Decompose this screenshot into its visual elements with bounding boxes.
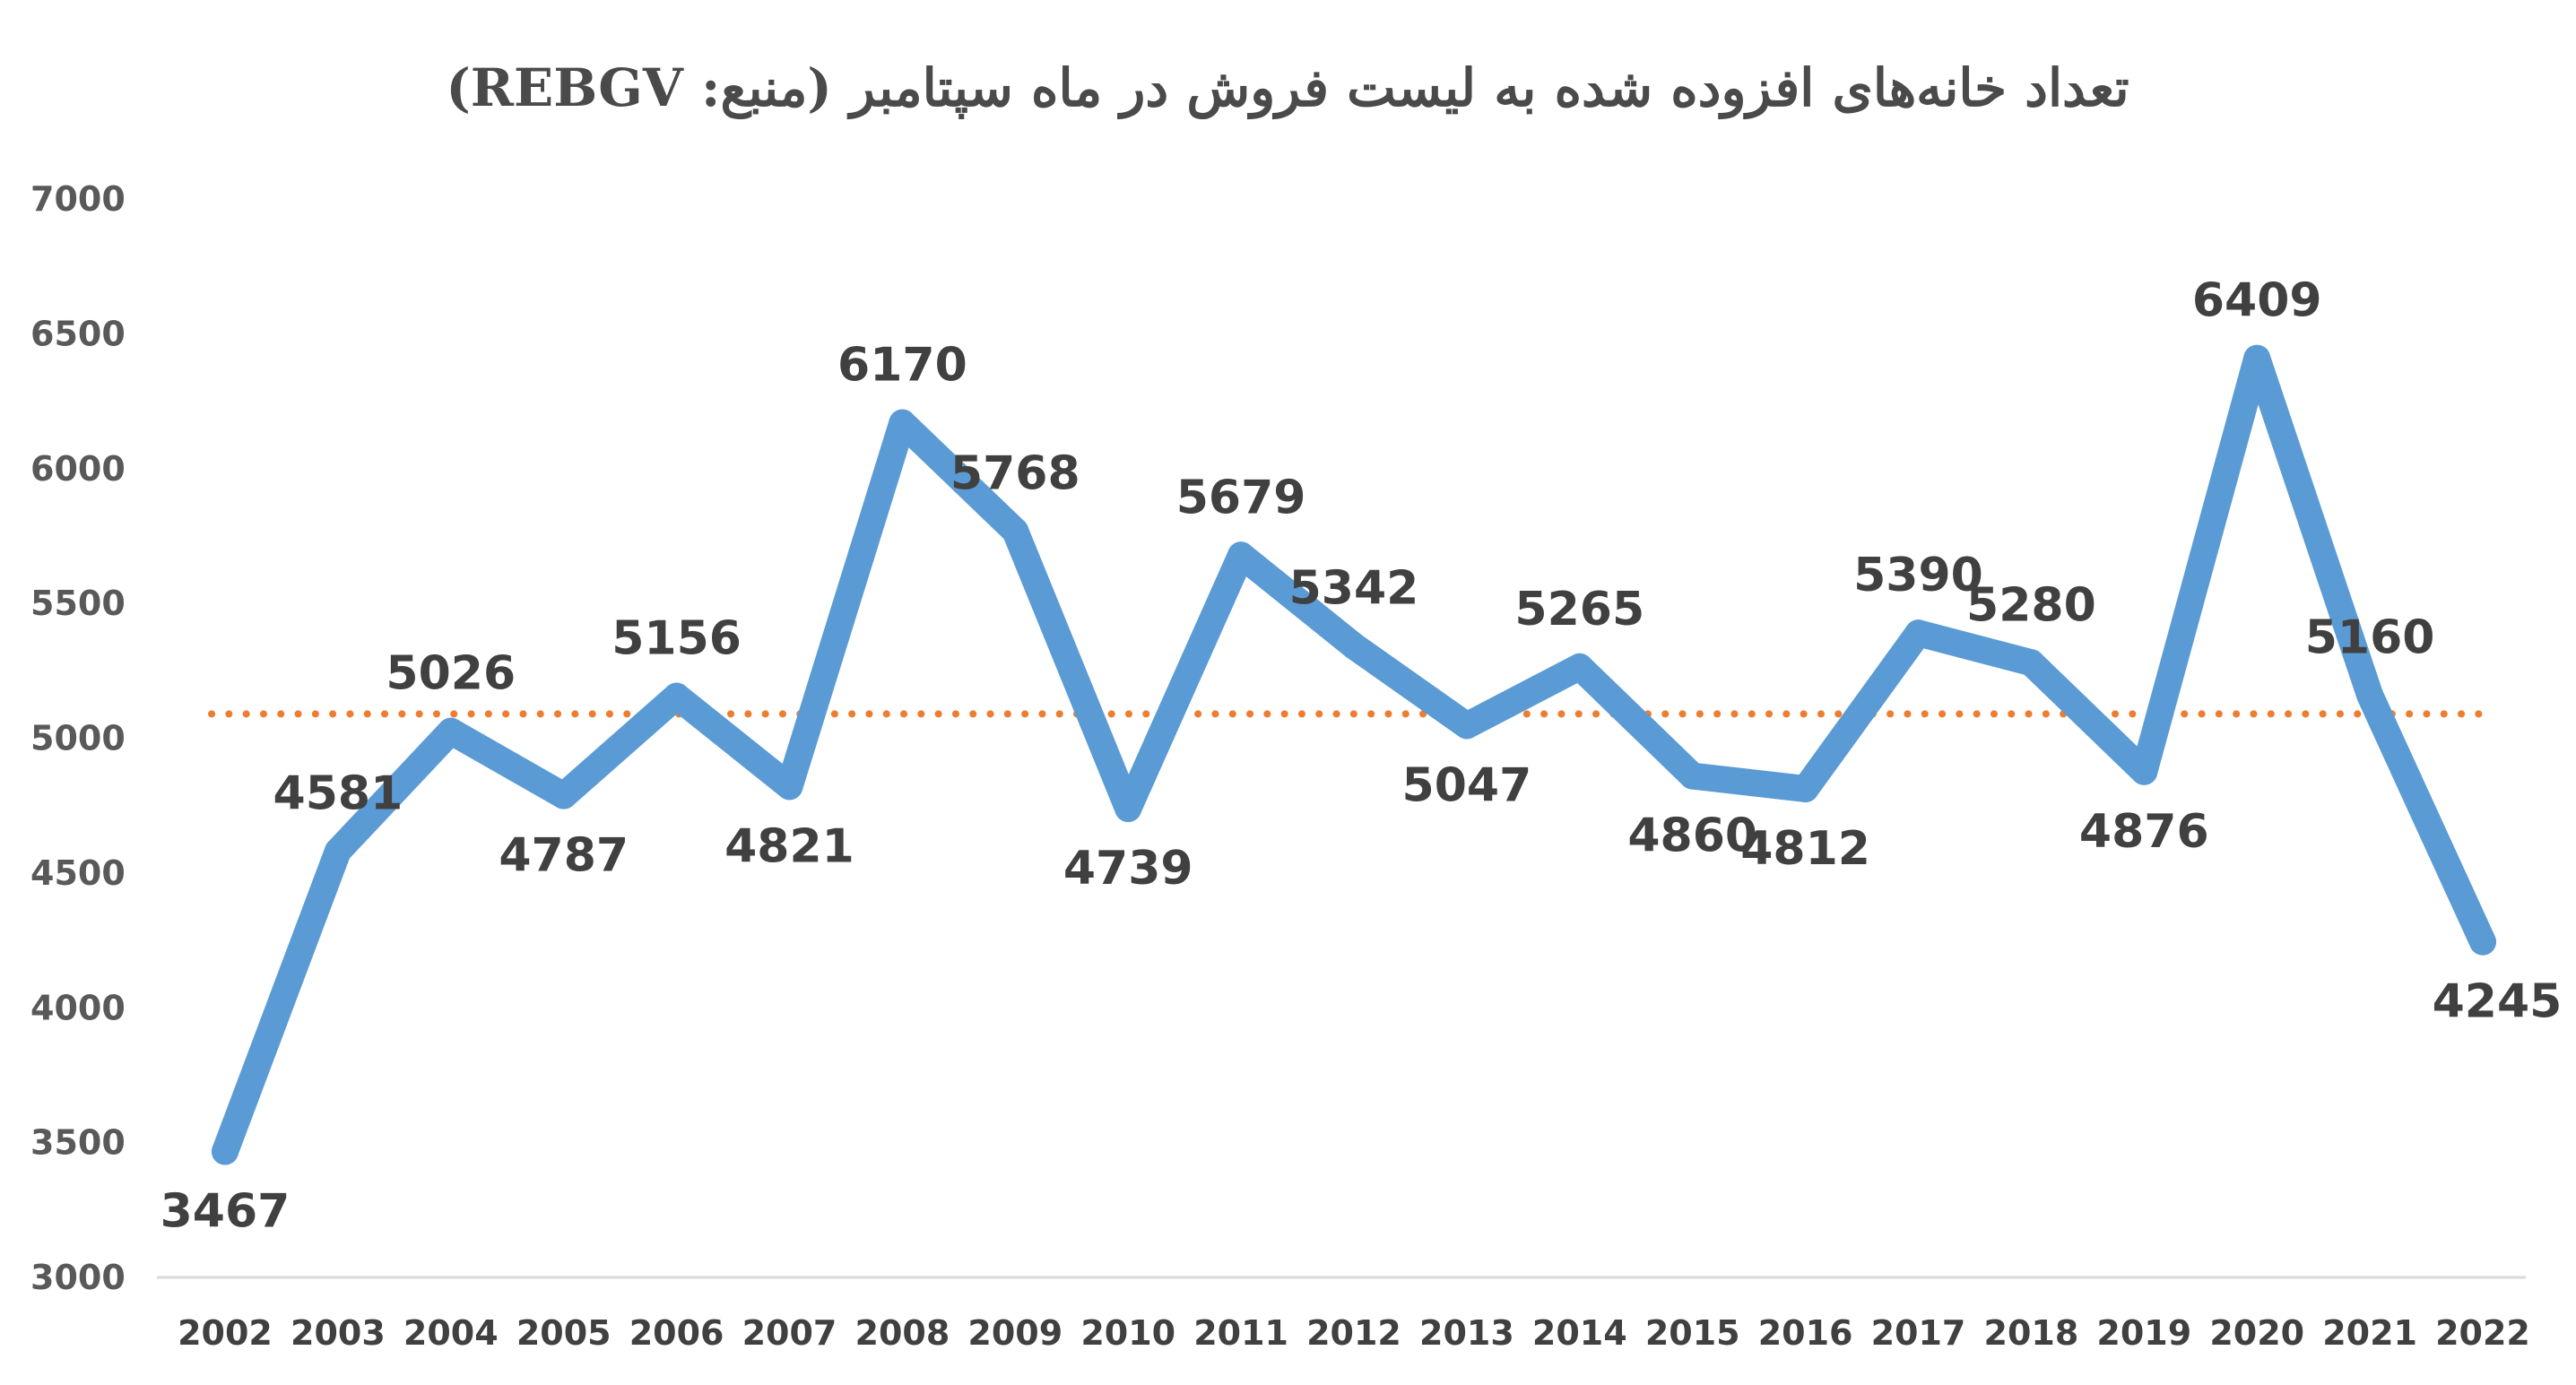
x-tick-label: 2014 <box>1532 1313 1627 1353</box>
data-label: 6409 <box>2192 274 2322 328</box>
data-label: 5679 <box>1176 471 1306 524</box>
data-point <box>1566 653 1593 680</box>
data-point <box>1904 619 1932 647</box>
data-point <box>663 682 690 710</box>
data-point <box>1227 541 1255 569</box>
y-tick-label: 3500 <box>30 1123 126 1163</box>
x-tick-label: 2006 <box>629 1313 724 1353</box>
series-line <box>212 344 2496 1165</box>
data-points <box>212 344 2496 1165</box>
data-label: 5280 <box>1966 578 2096 632</box>
chart-title: تعداد خانه‌های افزوده شده به لیست فروش د… <box>446 57 2129 120</box>
y-tick-label: 6000 <box>30 449 126 489</box>
y-tick-label: 3000 <box>30 1258 126 1297</box>
y-tick-label: 5500 <box>30 584 126 623</box>
x-tick-label: 2004 <box>403 1313 499 1353</box>
data-point <box>776 773 803 801</box>
data-point <box>2130 757 2158 785</box>
x-tick-label: 2019 <box>2096 1313 2191 1353</box>
x-tick-label: 2020 <box>2209 1313 2304 1353</box>
data-point <box>212 1138 239 1165</box>
x-tick-label: 2021 <box>2322 1313 2417 1353</box>
data-label: 4876 <box>2079 805 2209 859</box>
x-tick-label: 2003 <box>291 1313 386 1353</box>
x-tick-label: 2010 <box>1080 1313 1175 1353</box>
x-tick-label: 2017 <box>1871 1313 1966 1353</box>
data-label: 4739 <box>1063 842 1193 896</box>
x-tick-label: 2011 <box>1193 1313 1288 1353</box>
data-label: 4821 <box>724 819 854 873</box>
x-axis: 2002 2003 2004 2005 2006 2007 2008 2009 2010 2011… <box>178 1313 2530 1353</box>
x-tick-label: 2008 <box>855 1313 950 1353</box>
data-label: 5026 <box>386 647 516 701</box>
data-label: 3467 <box>160 1185 291 1239</box>
x-tick-label: 2009 <box>967 1313 1062 1353</box>
data-point <box>550 782 577 809</box>
data-label: 4581 <box>273 767 403 821</box>
data-point <box>1678 762 1706 790</box>
data-label: 5390 <box>1853 549 1983 602</box>
data-point <box>324 837 351 865</box>
data-point <box>1115 794 1142 822</box>
x-tick-label: 2015 <box>1645 1313 1740 1353</box>
y-axis: 3000 3500 4000 4500 5000 5500 6000 6500 7000 <box>30 179 126 1297</box>
data-label: 4812 <box>1740 822 1870 876</box>
data-point <box>1453 712 1480 740</box>
x-tick-label: 2022 <box>2435 1313 2530 1353</box>
y-tick-label: 5000 <box>30 719 126 758</box>
data-point <box>1002 517 1029 545</box>
x-tick-label: 2012 <box>1306 1313 1401 1353</box>
x-tick-label: 2013 <box>1419 1313 1514 1353</box>
data-label: 5768 <box>950 447 1080 501</box>
data-point <box>1791 775 1819 803</box>
data-label: 4787 <box>499 829 629 883</box>
data-point <box>2017 649 2045 677</box>
data-label: 5160 <box>2305 610 2435 664</box>
data-point <box>889 409 916 437</box>
data-point <box>437 717 464 745</box>
x-tick-label: 2005 <box>516 1313 611 1353</box>
y-tick-label: 4500 <box>30 853 126 893</box>
data-label: 5342 <box>1289 562 1419 616</box>
x-tick-label: 2007 <box>742 1313 837 1353</box>
data-point <box>2243 344 2271 372</box>
data-label: 5265 <box>1514 583 1644 636</box>
x-tick-label: 2018 <box>1984 1313 2079 1353</box>
y-tick-label: 6500 <box>30 314 126 353</box>
data-label: 5047 <box>1402 758 1532 812</box>
data-point <box>1340 632 1367 660</box>
data-label: 4245 <box>2433 975 2563 1029</box>
data-labels: 3467 4581 5026 4787 5156 4821 6170 5768 4739 5679… <box>160 274 2563 1239</box>
data-label: 6170 <box>837 339 967 393</box>
x-tick-label: 2002 <box>178 1313 273 1353</box>
y-tick-label: 4000 <box>30 988 126 1027</box>
data-label: 5156 <box>611 612 742 666</box>
data-point <box>2356 681 2384 709</box>
data-point <box>2469 928 2496 956</box>
y-tick-label: 7000 <box>30 179 126 219</box>
data-label: 4860 <box>1627 809 1757 863</box>
x-tick-label: 2016 <box>1758 1313 1853 1353</box>
